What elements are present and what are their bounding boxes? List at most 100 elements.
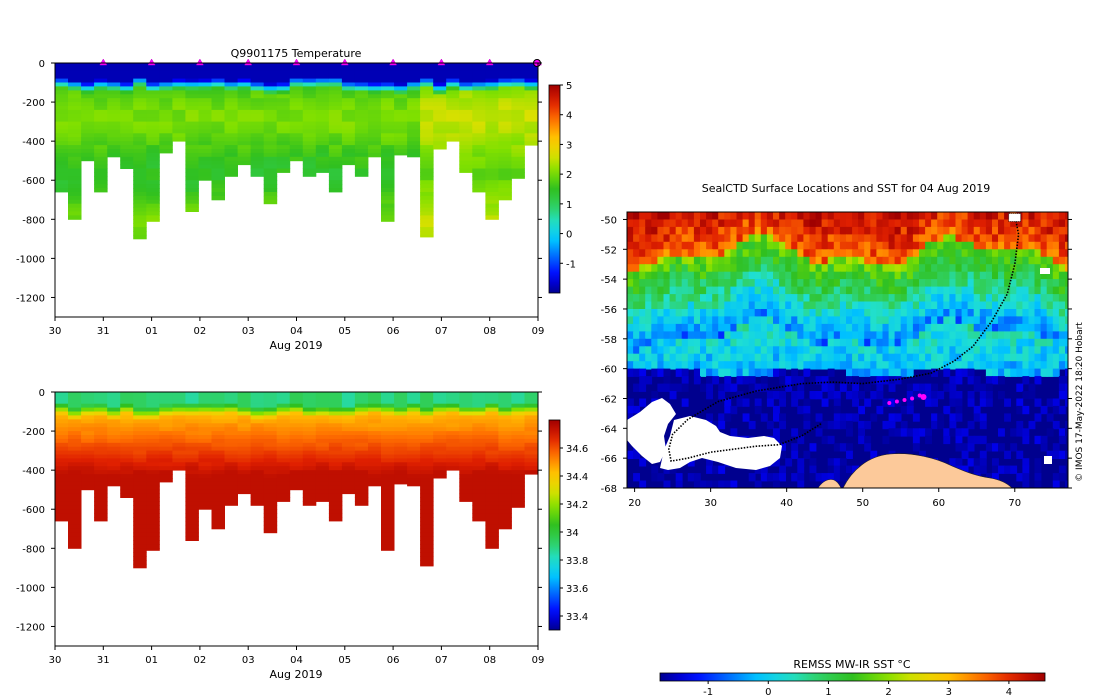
sst-cell <box>839 323 847 333</box>
profile-cell <box>159 63 173 68</box>
sst-cell <box>852 316 859 325</box>
profile-cell <box>133 403 147 409</box>
sst-cell <box>627 316 634 325</box>
profile-cell <box>302 431 317 436</box>
sst-cell <box>742 353 750 362</box>
sst-cell <box>858 420 865 430</box>
sst-cell <box>754 338 762 348</box>
profile-cell <box>159 113 173 119</box>
sst-cell <box>809 212 817 221</box>
sst-cell <box>912 249 920 258</box>
profile-cell <box>185 513 199 518</box>
sst-cell <box>882 338 890 348</box>
sst-cell <box>870 264 878 273</box>
sst-cell <box>955 428 963 437</box>
profile-cell <box>498 176 512 181</box>
profile-cell <box>315 419 330 424</box>
sst-cell <box>931 361 938 370</box>
profile-cell <box>354 168 369 173</box>
sst-cell <box>1016 271 1024 280</box>
profile-cell <box>263 195 278 201</box>
sst-cell <box>748 226 756 236</box>
sst-cell <box>1022 271 1030 280</box>
profile-cell <box>511 481 525 487</box>
profile-cell <box>276 98 291 103</box>
profile-cell <box>498 195 512 201</box>
sst-cell <box>864 368 872 377</box>
profile-cell <box>81 82 95 87</box>
sst-cell <box>1052 256 1060 266</box>
sst-cell <box>748 249 756 258</box>
profile-cell <box>68 427 82 432</box>
sst-cell <box>876 353 884 362</box>
sst-cell <box>760 376 768 385</box>
profile-cell <box>198 435 212 440</box>
profile-cell <box>146 470 160 475</box>
sst-cell <box>657 271 665 280</box>
profile-cell <box>289 149 304 154</box>
profile-cell <box>68 176 82 181</box>
profile-cell <box>68 129 82 134</box>
sst-cell <box>791 376 799 385</box>
profile-cell <box>224 164 238 169</box>
sst-cell <box>888 241 896 251</box>
profile-cell <box>211 121 225 126</box>
sst-cell <box>809 465 817 474</box>
sst-cell <box>967 443 975 452</box>
sst-cell <box>998 465 1005 474</box>
profile-cell <box>302 458 317 463</box>
sst-cell <box>973 226 981 236</box>
profile-cell <box>498 180 512 185</box>
profile-cell <box>172 90 186 95</box>
profile-cell <box>224 106 238 111</box>
sst-cell <box>1022 256 1030 266</box>
profile-cell <box>55 435 69 440</box>
profile-cell <box>328 82 343 87</box>
profile-cell <box>341 399 356 405</box>
sst-cell <box>882 353 890 362</box>
profile-cell <box>250 121 265 126</box>
profile-cell <box>302 466 317 471</box>
sst-cell <box>955 405 963 415</box>
sst-cell <box>827 316 835 325</box>
profile-cell <box>328 90 343 95</box>
profile-cell <box>511 121 525 126</box>
sst-cell <box>657 338 665 348</box>
sst-cell <box>973 234 981 243</box>
sst-cell <box>815 249 823 258</box>
sst-cell <box>1034 338 1042 348</box>
profile-cell <box>159 419 173 424</box>
profile-cell <box>341 90 356 95</box>
profile-cell <box>472 98 486 103</box>
sst-cell <box>998 226 1005 236</box>
colorbar-tick-label: 34 <box>566 528 579 539</box>
sst-cell <box>766 398 774 407</box>
profile-cell <box>485 435 499 440</box>
profile-cell <box>55 129 69 134</box>
profile-cell <box>185 129 199 134</box>
sst-cell <box>1058 323 1066 333</box>
profile-cell <box>511 106 525 111</box>
sst-cell <box>760 286 768 295</box>
sst-cell <box>657 264 665 273</box>
profile-cell <box>81 98 95 103</box>
profile-cell <box>133 145 147 150</box>
sst-cell <box>742 286 750 295</box>
profile-cell <box>485 481 499 487</box>
sst-cell <box>754 316 762 325</box>
profile-cell <box>224 485 238 491</box>
sst-cell <box>706 286 713 295</box>
antarctic-land <box>817 453 1013 488</box>
profile-cell <box>328 411 343 416</box>
sst-cell <box>961 450 969 459</box>
sst-cell <box>797 264 805 273</box>
profile-cell <box>198 431 212 436</box>
profile-cell <box>328 489 343 495</box>
sst-cell <box>979 219 987 228</box>
profile-cell <box>263 129 278 134</box>
profile-cell <box>68 156 82 162</box>
sst-cell <box>773 368 780 377</box>
profile-cell <box>289 82 304 87</box>
profile-cell <box>472 63 486 68</box>
profile-cell <box>133 231 147 236</box>
